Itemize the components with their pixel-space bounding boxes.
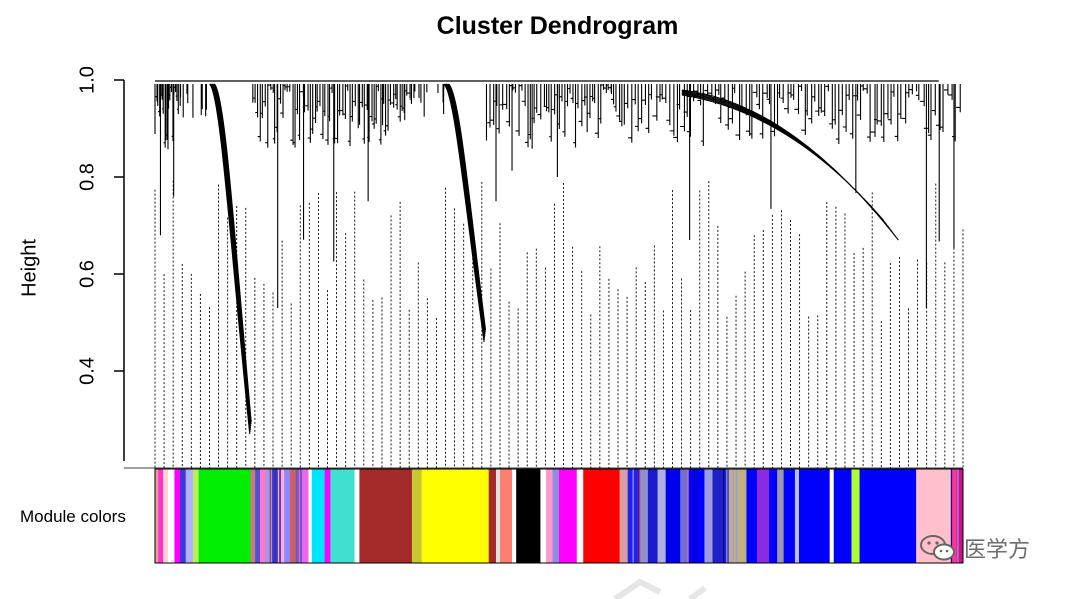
- module-color-band: [500, 469, 513, 563]
- watermark: 医学方: [918, 532, 1030, 564]
- module-color-stripe: [723, 469, 725, 563]
- module-color-band: [277, 469, 285, 563]
- module-color-band: [829, 469, 835, 563]
- dendrogram-leaf-dashes: [124, 179, 964, 469]
- module-color-stripe: [950, 469, 953, 563]
- module-color-band: [798, 469, 830, 563]
- wechat-logo-icon: [920, 535, 955, 561]
- y-tick-label: 0.8: [76, 163, 99, 191]
- module-color-band: [728, 469, 747, 563]
- watermark-arrow-path: [613, 578, 707, 599]
- module-color-band: [833, 469, 852, 563]
- module-color-band: [851, 469, 860, 563]
- module-color-band: [950, 469, 957, 563]
- module-color-band: [559, 469, 578, 563]
- module-color-band: [619, 469, 628, 563]
- y-tick-label: 0.6: [76, 260, 99, 288]
- module-color-band: [769, 469, 778, 563]
- module-color-band: [260, 469, 266, 563]
- module-color-band: [272, 469, 279, 563]
- module-color-band: [155, 469, 159, 563]
- module-color-band: [657, 469, 666, 563]
- module-color-band: [956, 469, 964, 563]
- module-color-stripe: [732, 469, 734, 563]
- module-color-stripe: [735, 469, 738, 563]
- module-color-band: [639, 469, 649, 563]
- module-color-band: [746, 469, 758, 563]
- module-color-stripe: [269, 469, 271, 563]
- y-tick-label: 1.0: [76, 66, 99, 94]
- module-color-stripe: [298, 469, 301, 563]
- module-color-band: [284, 469, 291, 563]
- module-color-band: [794, 469, 800, 563]
- watermark-arrow-mark: [613, 578, 707, 599]
- module-color-band: [359, 469, 413, 563]
- module-color-stripe: [687, 469, 689, 563]
- y-axis-label: Height: [18, 239, 41, 297]
- module-color-stripe: [726, 469, 728, 563]
- dendrogram-branches: [154, 80, 961, 435]
- module-color-band: [180, 469, 187, 563]
- module-color-band: [512, 469, 517, 563]
- module-color-band: [488, 469, 497, 563]
- module-color-band: [289, 469, 296, 563]
- module-color-band: [552, 469, 560, 563]
- module-color-band: [311, 469, 325, 563]
- module-color-band: [174, 469, 181, 563]
- module-color-stripe: [638, 469, 641, 563]
- module-color-band: [680, 469, 689, 563]
- module-color-band: [546, 469, 553, 563]
- module-color-stripe: [957, 469, 959, 563]
- module-color-band: [540, 469, 547, 563]
- module-color-band: [255, 469, 261, 563]
- module-color-stripe: [632, 469, 634, 563]
- module-color-band: [192, 469, 199, 563]
- module-color-band: [250, 469, 256, 563]
- module-color-band: [330, 469, 355, 563]
- module-color-band: [265, 469, 273, 563]
- module-color-band: [665, 469, 681, 563]
- module-color-band: [859, 469, 917, 563]
- module-color-band: [647, 469, 658, 563]
- module-color-band: [354, 469, 360, 563]
- module-colors-label: Module colors: [20, 507, 126, 526]
- module-color-band: [163, 469, 169, 563]
- module-color-band: [421, 469, 490, 563]
- module-color-band: [185, 469, 194, 563]
- chart-title: Cluster Dendrogram: [436, 12, 679, 40]
- module-color-band: [704, 469, 713, 563]
- y-axis: [114, 79, 125, 461]
- module-color-band: [516, 469, 541, 563]
- module-color-band: [756, 469, 770, 563]
- module-color-band: [712, 469, 729, 563]
- module-color-band: [308, 469, 313, 563]
- module-color-band: [167, 469, 175, 563]
- dendrogram-branch-paths: [154, 83, 961, 435]
- module-color-band: [688, 469, 705, 563]
- module-color-band: [576, 469, 584, 563]
- module-color-bar: [154, 468, 964, 564]
- module-color-band: [627, 469, 641, 563]
- module-color-band: [158, 469, 164, 563]
- module-color-band: [411, 469, 422, 563]
- module-color-band: [783, 469, 796, 563]
- module-color-band: [324, 469, 331, 563]
- module-color-band: [198, 469, 251, 563]
- module-color-band: [777, 469, 784, 563]
- module-color-band: [302, 469, 309, 563]
- module-color-band: [495, 469, 501, 563]
- module-color-bar-border: [154, 468, 964, 564]
- watermark-text: 医学方: [964, 538, 1031, 563]
- module-color-stripe: [279, 469, 281, 563]
- module-color-stripe: [693, 469, 696, 563]
- module-color-band: [583, 469, 620, 563]
- y-tick-label: 0.4: [76, 357, 99, 385]
